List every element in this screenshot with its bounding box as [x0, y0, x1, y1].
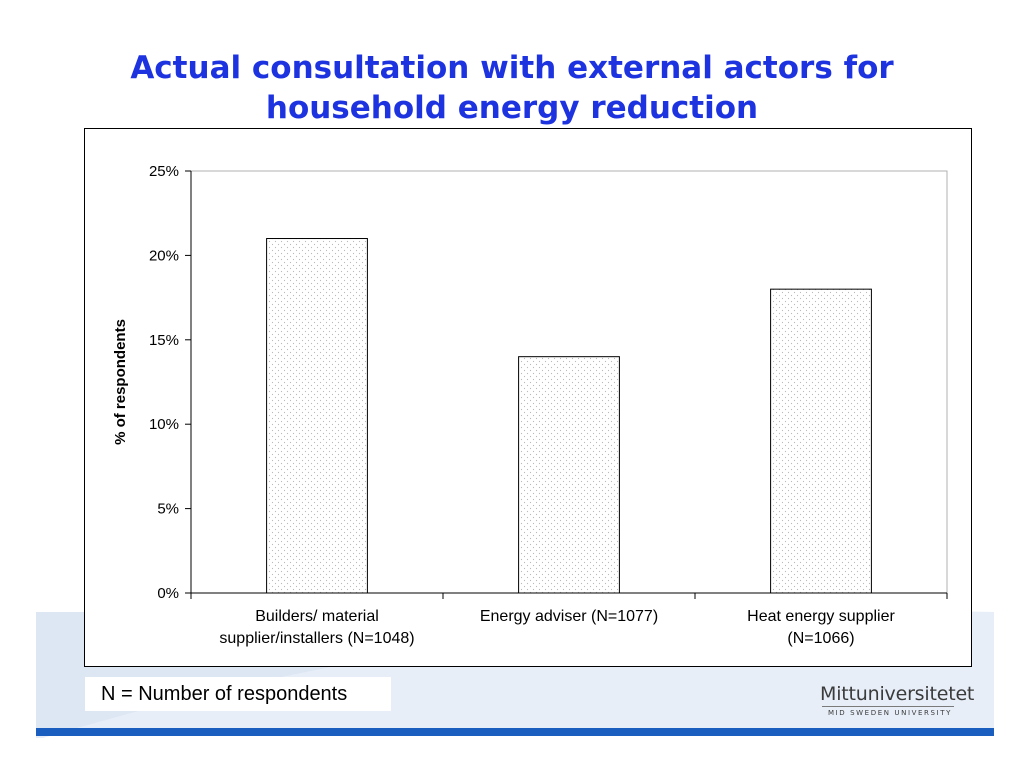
x-category-label-line: Heat energy supplier [747, 608, 895, 625]
slide-title: Actual consultation with external actors… [130, 50, 894, 126]
bar [518, 356, 620, 594]
category-labels: Builders/ material supplier/installers (N… [219, 608, 895, 647]
bottom-blue-line [36, 728, 994, 736]
y-tick-label: 5% [157, 501, 179, 518]
x-axis [190, 592, 948, 599]
logo-name: Mittuniversitetet [820, 683, 975, 705]
y-axis-title: % of respondents [112, 319, 129, 445]
y-axis: 0% 5% 10% 15% 20% 25% [149, 163, 192, 602]
y-tick-label: 25% [149, 163, 179, 180]
x-category-label-line: supplier/installers (N=1048) [219, 630, 414, 647]
respondents-note: N = Number of respondents [85, 677, 391, 711]
x-category-label-line: (N=1066) [787, 630, 854, 647]
bar-chart: 0% 5% 10% 15% 20% 25% Builders/ material suppl… [112, 163, 948, 647]
y-tick-label: 20% [149, 247, 179, 264]
logo-divider [822, 706, 954, 707]
x-category-label-line: Builders/ material [255, 608, 379, 625]
bottom-white-cover [36, 738, 994, 768]
y-tick-label: 10% [149, 416, 179, 433]
bar [770, 288, 872, 594]
bar [266, 238, 368, 594]
logo-subtitle: MID SWEDEN UNIVERSITY [828, 709, 952, 717]
y-tick-label: 15% [149, 332, 179, 349]
x-category-label: Builders/ material supplier/installers (N… [219, 608, 414, 647]
x-category-label: Heat energy supplier (N=1066) [747, 608, 895, 647]
university-logo: Mittuniversitetet MID SWEDEN UNIVERSITY [820, 683, 975, 717]
bars [266, 238, 872, 594]
y-tick-label: 0% [157, 585, 179, 602]
chart-container: 0% 5% 10% 15% 20% 25% Builders/ material suppl… [84, 128, 972, 667]
x-category-label: Energy adviser (N=1077) [480, 608, 658, 625]
x-category-label-line: Energy adviser (N=1077) [480, 608, 658, 625]
